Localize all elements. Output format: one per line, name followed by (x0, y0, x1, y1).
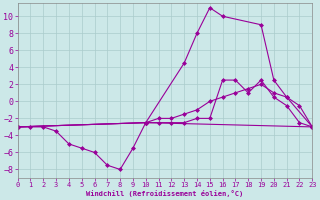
X-axis label: Windchill (Refroidissement éolien,°C): Windchill (Refroidissement éolien,°C) (86, 190, 244, 197)
